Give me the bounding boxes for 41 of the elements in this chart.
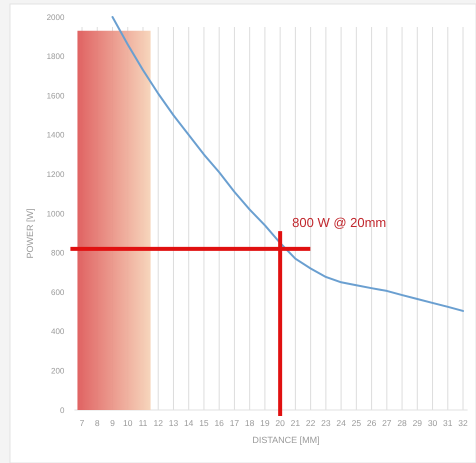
x-tick-label: 17: [230, 418, 240, 428]
x-tick-label: 16: [214, 418, 224, 428]
line-series: [112, 16, 464, 312]
x-tick-label: 23: [321, 418, 331, 428]
x-tick-label: 8: [94, 418, 100, 428]
y-tick-label: 2000: [46, 12, 65, 22]
x-tick-label: 32: [458, 418, 468, 428]
y-tick-label: 0: [60, 406, 65, 415]
y-tick-label: 600: [51, 288, 65, 297]
y-axis-title: POWER [W]: [25, 208, 35, 258]
x-tick-label: 15: [199, 418, 209, 428]
y-tick-label: 1800: [46, 52, 65, 62]
x-tick-label: 7: [80, 418, 85, 428]
x-tick-label: 13: [168, 418, 178, 428]
x-tick-label: 24: [336, 418, 346, 428]
x-tick-label: 20: [275, 418, 286, 428]
y-tick-label: 1200: [46, 170, 65, 179]
x-tick-label: 29: [412, 418, 422, 428]
x-tick-label: 28: [397, 418, 408, 428]
y-tick-label: 200: [51, 366, 65, 376]
x-tick-label: 10: [123, 418, 133, 428]
x-tick-label: 21: [290, 418, 300, 428]
annotation: 800 W @ 20mm: [292, 214, 386, 230]
x-axis-title: DISTANCE [MM]: [252, 435, 320, 445]
x-tick-label: 27: [382, 418, 392, 428]
x-tick-label: 26: [366, 418, 377, 428]
x-tick-label: 31: [443, 418, 453, 428]
x-tick-label: 14: [184, 418, 194, 428]
x-tick-label: 18: [244, 418, 255, 428]
x-tick-label: 11: [138, 418, 148, 428]
y-tick-label: 800: [51, 248, 65, 258]
x-tick-label: 22: [306, 418, 316, 428]
y-tick-label: 1400: [46, 130, 65, 140]
x-tick-label: 30: [428, 418, 438, 428]
x-tick-label: 25: [352, 418, 362, 428]
y-tick-label: 1000: [46, 209, 65, 218]
x-tick-label: 12: [153, 418, 164, 428]
x-tick-label: 19: [260, 418, 270, 428]
y-tick-label: 1600: [46, 91, 65, 100]
y-tick-label: 400: [51, 327, 65, 336]
x-tick-label: 9: [110, 418, 116, 428]
